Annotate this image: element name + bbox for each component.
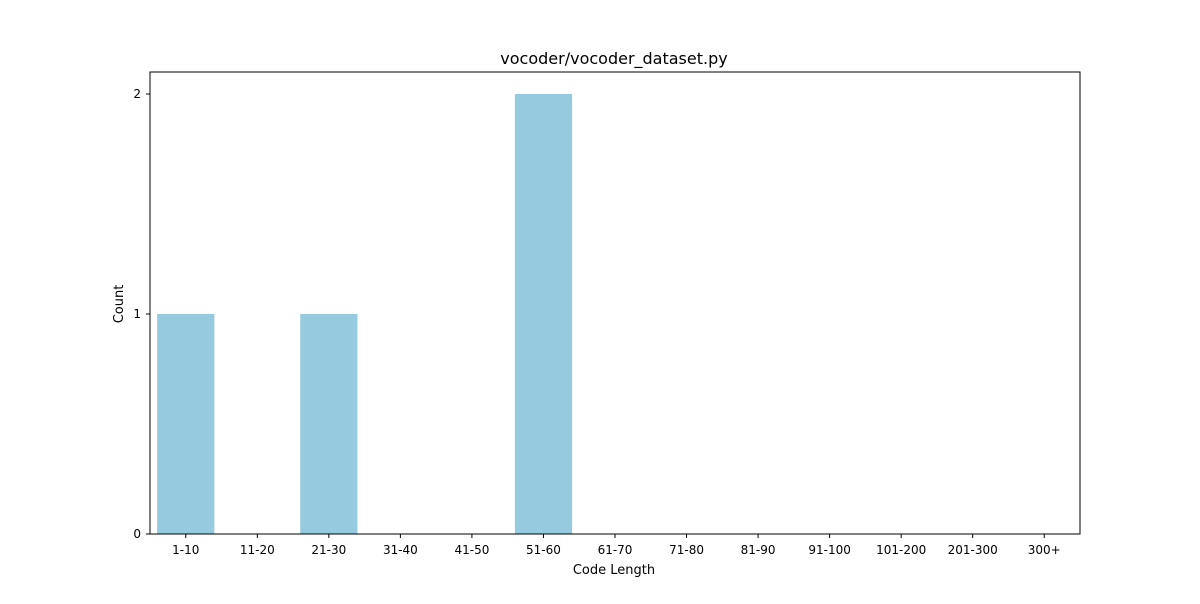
y-axis-label: Count bbox=[112, 285, 127, 324]
x-tick-label: 300+ bbox=[1028, 543, 1061, 557]
y-tick-label: 1 bbox=[133, 307, 141, 321]
x-tick-label: 11-20 bbox=[240, 543, 275, 557]
x-tick-label: 1-10 bbox=[172, 543, 199, 557]
x-tick-label: 91-100 bbox=[808, 543, 851, 557]
y-tick-label: 2 bbox=[133, 87, 141, 101]
x-tick-label: 201-300 bbox=[948, 543, 998, 557]
x-tick-label: 21-30 bbox=[311, 543, 346, 557]
x-tick-label: 31-40 bbox=[383, 543, 418, 557]
x-tick-label: 71-80 bbox=[669, 543, 704, 557]
bar-21-30 bbox=[300, 314, 358, 534]
bars-layer bbox=[157, 94, 573, 534]
x-tick-label: 51-60 bbox=[526, 543, 561, 557]
y-tick-label: 0 bbox=[133, 527, 141, 541]
chart-title: vocoder/vocoder_dataset.py bbox=[500, 49, 727, 69]
bar-1-10 bbox=[157, 314, 215, 534]
plot-area-frame bbox=[149, 71, 1081, 535]
x-tick-label: 81-90 bbox=[741, 543, 776, 557]
x-tick-label: 101-200 bbox=[876, 543, 926, 557]
y-axis: 0 1 2 bbox=[133, 87, 150, 541]
x-axis: 1-10 11-20 21-30 31-40 41-50 51-60 61-70 71-80 8… bbox=[172, 534, 1061, 557]
x-axis-label: Code Length bbox=[573, 563, 655, 578]
x-tick-label: 61-70 bbox=[598, 543, 633, 557]
bar-51-60 bbox=[514, 94, 573, 534]
x-tick-label: 41-50 bbox=[454, 543, 489, 557]
